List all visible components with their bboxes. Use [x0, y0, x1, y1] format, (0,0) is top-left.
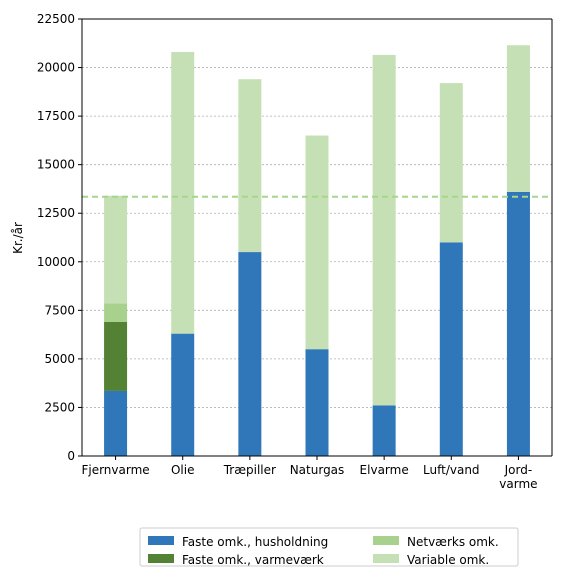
x-tick-label-6: Jord-varme — [499, 463, 537, 491]
bar-1-series-3 — [171, 52, 195, 334]
bar-3-series-0 — [305, 349, 329, 456]
legend-box — [139, 527, 519, 567]
y-tick-label-1: 2500 — [44, 400, 75, 414]
y-tick-label-6: 15000 — [37, 158, 75, 172]
legend-label-2: Netværks omk. — [407, 535, 499, 549]
bar-6-series-0 — [506, 191, 530, 456]
y-tick-label-4: 10000 — [37, 255, 75, 269]
bar-4-series-3 — [372, 54, 396, 406]
axes: 0 2500 5000 7500 10000 12500 15000 17500 20000 22… — [37, 12, 553, 491]
legend-label-1: Faste omk., varmeværk — [182, 553, 324, 567]
x-tick-label-3: Naturgas — [290, 463, 345, 477]
bar-0-series-3 — [104, 195, 128, 304]
x-tick-label-0: Fjernvarme — [81, 463, 149, 477]
bar-4-series-0 — [372, 405, 396, 456]
legend-label-0: Faste omk., husholdning — [182, 535, 328, 549]
y-tick-label-7: 17500 — [37, 109, 75, 123]
legend-swatch-0 — [148, 536, 174, 545]
bar-5-series-3 — [439, 83, 463, 243]
bar-0-series-1 — [104, 321, 128, 391]
legend-swatch-1 — [148, 554, 174, 563]
legend-swatch-2 — [373, 536, 399, 545]
y-tick-label-9: 22500 — [37, 12, 75, 26]
y-tick-label-8: 20000 — [37, 61, 75, 75]
x-tick-label-5: Luft/vand — [423, 463, 480, 477]
bar-6-series-3 — [506, 45, 530, 192]
x-tick-label-2: Træpiller — [223, 463, 276, 477]
x-tick-label-1: Olie — [171, 463, 195, 477]
y-tick-label-2: 5000 — [44, 352, 75, 366]
y-tick-label-5: 12500 — [37, 206, 75, 220]
bar-0-series-2 — [104, 303, 128, 322]
bar-5-series-0 — [439, 242, 463, 456]
bar-0-series-0 — [104, 390, 128, 456]
y-tick-label-3: 7500 — [44, 303, 75, 317]
legend-swatch-3 — [373, 554, 399, 563]
bar-1-series-0 — [171, 333, 195, 456]
bars — [104, 45, 530, 456]
bar-2-series-0 — [238, 252, 262, 456]
legend: Faste omk., husholdning Faste omk., varme… — [139, 527, 519, 567]
legend-label-3: Variable omk. — [407, 553, 489, 567]
bar-3-series-3 — [305, 135, 329, 350]
y-tick-label-0: 0 — [67, 449, 75, 463]
bar-2-series-3 — [238, 79, 262, 253]
y-axis-label: Kr./år — [11, 222, 25, 254]
x-tick-label-4: Elvarme — [360, 463, 409, 477]
